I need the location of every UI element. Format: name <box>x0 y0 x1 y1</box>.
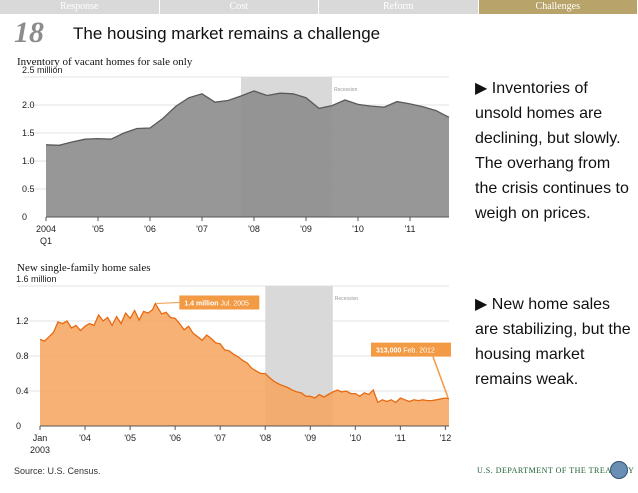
bullet-inventories-text: Inventories of unsold homes are declinin… <box>475 80 629 222</box>
sales-chart-title: New single-family home sales <box>17 262 151 274</box>
sales-ytick-label: 0 <box>16 421 21 431</box>
sales-series-line <box>39 302 450 404</box>
sales-recession-label: Recession <box>335 296 359 302</box>
annotation-label: 1.4 million Jul. 2005 <box>184 301 249 308</box>
nav-tab-reform[interactable]: Reform <box>319 0 479 14</box>
annotation-value: 313,000 <box>376 348 403 355</box>
sales-ytick-label: 1.2 <box>16 316 29 326</box>
inventory-series-area <box>46 91 449 217</box>
inventory-recession-label: Recession <box>334 87 358 93</box>
sales-series-area <box>40 303 449 426</box>
inventory-ytick-label: 2.0 <box>22 100 35 110</box>
bullet-home-sales: ▶ New home sales are stabilizing, but th… <box>475 292 635 392</box>
slide-title: The housing market remains a challenge <box>73 24 381 43</box>
annotation-value: 1.4 million <box>184 301 220 308</box>
treasury-seal-icon <box>610 461 628 479</box>
inventory-xtick-label: 2004 <box>36 224 56 234</box>
inventory-xtick-sublabel: Q1 <box>40 236 52 246</box>
inventory-ytick-label: 0.5 <box>22 184 35 194</box>
annotation-leader <box>156 302 180 304</box>
annotation-leader <box>432 356 449 398</box>
sales-xtick-label: '11 <box>395 433 406 443</box>
inventory-xtick-label: '07 <box>196 224 208 234</box>
inventory-ytick-label: 0 <box>22 212 27 222</box>
nav-tab-cost[interactable]: Cost <box>159 0 319 14</box>
inventory-ytick-label: 2.5 million <box>22 65 63 75</box>
inventory-xtick-label: '05 <box>92 224 104 234</box>
bullet-inventories: ▶ Inventories of unsold homes are declin… <box>475 76 635 226</box>
sales-xtick-label: Jan <box>33 433 48 443</box>
sales-xtick-label: '05 <box>124 433 136 443</box>
source-note: Source: U.S. Census. <box>14 466 101 476</box>
inventory-xtick-label: '08 <box>248 224 260 234</box>
sales-xtick-label: '04 <box>79 433 91 443</box>
triangle-bullet-icon: ▶ <box>475 296 488 313</box>
inventory-ytick-label: 1.5 <box>22 128 35 138</box>
sales-xtick-label: '08 <box>259 433 271 443</box>
treasury-footer: U.S. DEPARTMENT OF THE TREASURY <box>477 466 635 475</box>
sales-xtick-label: '10 <box>349 433 361 443</box>
sales-xtick-sublabel: 2003 <box>30 445 50 455</box>
sales-xtick-label: '09 <box>304 433 316 443</box>
triangle-bullet-icon: ▶ <box>475 80 488 97</box>
sales-xtick-label: '06 <box>169 433 181 443</box>
inventory-ytick-label: 1.0 <box>22 156 35 166</box>
annotation-label: 313,000 Feb. 2012 <box>376 348 435 355</box>
sales-ytick-label: 0.8 <box>16 351 29 361</box>
inventory-xtick-label: '06 <box>144 224 156 234</box>
sales-ytick-label: 0.4 <box>16 386 29 396</box>
inventory-series-line <box>45 90 450 146</box>
section-nav: Response Cost Reform Challenges <box>0 0 638 14</box>
inventory-xtick-label: '11 <box>404 224 415 234</box>
sales-ytick-label: 1.6 million <box>16 274 57 284</box>
nav-tab-response[interactable]: Response <box>0 0 160 14</box>
inventory-chart-title: Inventory of vacant homes for sale only <box>17 56 193 68</box>
annotation-box <box>371 342 451 357</box>
annotation-date: Feb. 2012 <box>403 348 435 355</box>
annotation-date: Jul. 2005 <box>221 301 250 308</box>
inventory-xtick-label: '09 <box>300 224 312 234</box>
slide-number: 18 <box>14 16 44 49</box>
inventory-xtick-label: '10 <box>352 224 364 234</box>
bullet-home-sales-text: New home sales are stabilizing, but the … <box>475 296 631 388</box>
sales-xtick-label: '07 <box>214 433 226 443</box>
annotation-box <box>179 295 260 310</box>
sales-xtick-label: '12 <box>440 433 452 443</box>
